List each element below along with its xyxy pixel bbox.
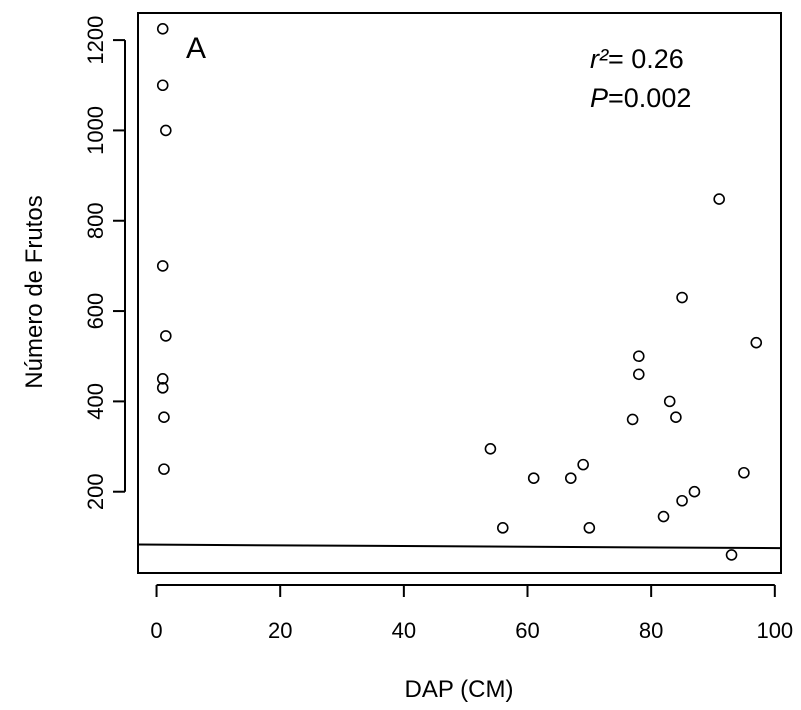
data-point: [577, 458, 589, 471]
data-point: [632, 368, 645, 381]
data-point: [583, 522, 596, 534]
y-axis-title: Número de Frutos: [21, 195, 48, 388]
data-point: [158, 463, 170, 475]
p-value: =0.002: [608, 83, 691, 113]
data-point: [496, 522, 509, 534]
data-point: [626, 413, 639, 426]
data-point: [670, 411, 682, 423]
x-tick-label: 100: [756, 618, 793, 643]
data-point: [156, 373, 169, 385]
data-point: [156, 382, 169, 394]
r-squared-value: = 0.26: [608, 44, 684, 74]
regression-line: [137, 543, 782, 550]
panel-label: A: [186, 32, 206, 65]
data-point: [750, 336, 763, 349]
data-point: [738, 466, 750, 479]
data-point: [160, 330, 172, 342]
y-tick-label: 1200: [83, 16, 108, 65]
data-point: [657, 510, 670, 523]
data-point: [156, 23, 169, 35]
x-axis: 0 20 40 60 80 100: [150, 584, 793, 643]
p-value-annotation: P=0.002: [590, 83, 691, 113]
x-tick-label: 40: [392, 618, 416, 643]
r-squared-symbol: r²: [590, 44, 609, 74]
x-tick-label: 60: [515, 618, 539, 643]
data-point: [564, 472, 577, 484]
p-symbol: P: [590, 83, 608, 113]
y-tick-label: 1000: [83, 106, 108, 155]
data-point: [725, 549, 738, 561]
data-point: [484, 443, 497, 455]
data-point: [663, 395, 676, 408]
data-point: [156, 79, 169, 92]
y-tick-label: 200: [83, 473, 108, 510]
data-point: [676, 291, 688, 304]
y-tick-label: 600: [83, 293, 108, 330]
data-point: [688, 485, 701, 498]
data-point: [160, 124, 172, 137]
x-tick-label: 80: [639, 618, 663, 643]
data-point: [158, 411, 170, 423]
r-squared-annotation: r²= 0.26: [590, 44, 684, 74]
plot-frame: [137, 12, 782, 574]
y-tick-label: 800: [83, 202, 108, 239]
x-axis-title: DAP (CM): [405, 676, 514, 703]
y-axis: 200 400 600 800 1000 1200: [83, 16, 126, 510]
data-point: [676, 494, 688, 507]
data-point: [156, 260, 169, 272]
data-point: [632, 350, 645, 363]
y-tick-label: 400: [83, 383, 108, 420]
x-tick-label: 20: [268, 618, 292, 643]
x-tick-label: 0: [150, 618, 162, 643]
data-point: [713, 193, 725, 205]
data-point: [527, 472, 540, 484]
